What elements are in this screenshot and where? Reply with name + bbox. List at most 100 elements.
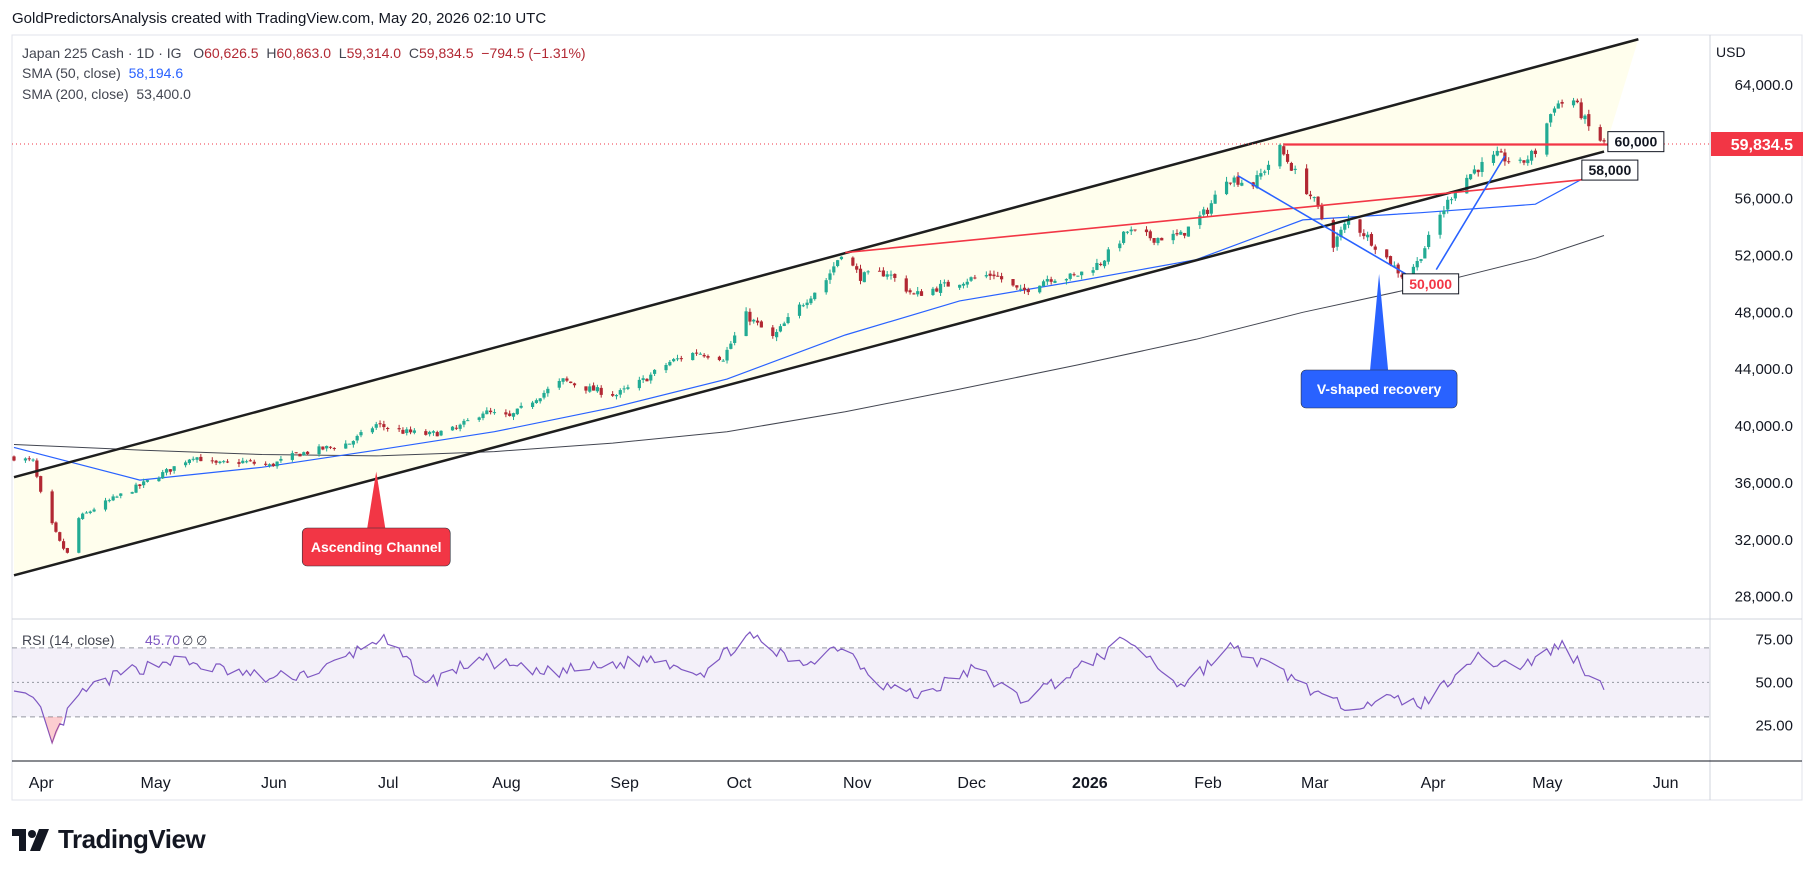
candle-body [347,443,352,445]
candle [595,384,599,393]
candle [530,400,535,409]
candle [359,429,363,438]
tradingview-logo-icon [12,828,49,851]
candle-body [1266,164,1271,170]
candle [698,352,702,355]
candle [664,362,668,374]
candle-body [450,426,455,431]
candle [103,497,108,512]
candle [1358,218,1362,237]
candle-body [1442,210,1446,215]
sma200-label: SMA (200, close) [22,86,129,102]
candle [1575,98,1579,104]
candle-body [717,356,722,361]
candle [119,493,123,499]
candle [344,440,348,449]
candle [130,491,134,494]
main-legend: Japan 225 Cash · 1D · IG O60,626.5 H60,8… [22,45,586,61]
candle-body [786,317,790,324]
candle [904,275,908,294]
candle-body [88,511,92,513]
candle [1106,247,1110,265]
candle-body [1080,271,1084,276]
level-tag-label: 60,000 [1614,134,1657,150]
candle-body [1358,219,1362,233]
candle-body [591,385,596,391]
candle-body [931,288,935,296]
candle [92,507,96,513]
candle [889,270,893,280]
candle-body [706,356,710,358]
candle-body [405,429,409,434]
candle-body [752,319,756,322]
candle-body [1411,266,1415,277]
candle-body [572,383,577,386]
candle [466,418,470,422]
candle [748,308,752,326]
candle [275,461,279,469]
candle [431,430,436,436]
candle-body [813,292,817,300]
candle [424,429,428,436]
close-value: 59,834.5 [418,45,474,61]
currency-label[interactable]: USD [1716,44,1746,60]
candle [1076,275,1080,277]
high-label: H [266,45,277,61]
candle-body [1091,270,1095,273]
tradingview-logo[interactable]: TradingView [12,824,206,855]
candle-body [317,446,321,455]
candle-body [855,266,859,270]
candle [809,295,813,305]
candle-body [546,388,550,394]
candle [591,382,596,391]
candle [1419,258,1423,264]
tradingview-logo-text: TradingView [58,824,206,854]
candle [1015,285,1019,290]
candle-body [1285,154,1290,162]
candle [668,360,672,367]
candle [1228,182,1232,186]
candle-body [50,491,54,524]
candle [248,458,253,462]
candle-body [401,429,405,434]
candle-body [999,276,1004,280]
candle [1362,229,1366,240]
candle [614,394,619,400]
candle [984,271,988,279]
candle [1427,231,1431,250]
callout-box [301,527,451,567]
level-tag-label: 58,000 [1588,162,1631,178]
candle-body [466,420,470,422]
candle [1571,97,1576,108]
candle [752,318,756,324]
candle-body [542,392,546,398]
candle-body [782,323,786,326]
candle-body [61,541,66,549]
candle [572,382,577,388]
candle [1556,100,1560,109]
blue-down-leg [1237,175,1407,275]
candle [618,388,622,398]
candle [489,407,493,415]
candle [561,378,565,385]
price-tick-label: 44,000.0 [1735,361,1793,378]
candle [1522,160,1526,166]
candle [935,286,939,293]
candle-body [264,463,268,465]
candle-body [485,410,489,415]
candle-body [1556,103,1560,109]
candle [637,376,641,391]
price-tick-label: 52,000.0 [1735,247,1793,264]
candle-body [65,548,69,553]
time-tick-label: Jul [378,775,398,792]
candle-body [832,266,836,273]
candle-body [839,256,844,260]
candle-body [942,282,946,284]
time-tick-label: Jun [261,775,287,792]
candle [1259,168,1263,180]
candle [1186,226,1191,237]
candle-body [729,343,733,349]
candle-body [210,460,214,462]
candle-body [538,398,542,402]
